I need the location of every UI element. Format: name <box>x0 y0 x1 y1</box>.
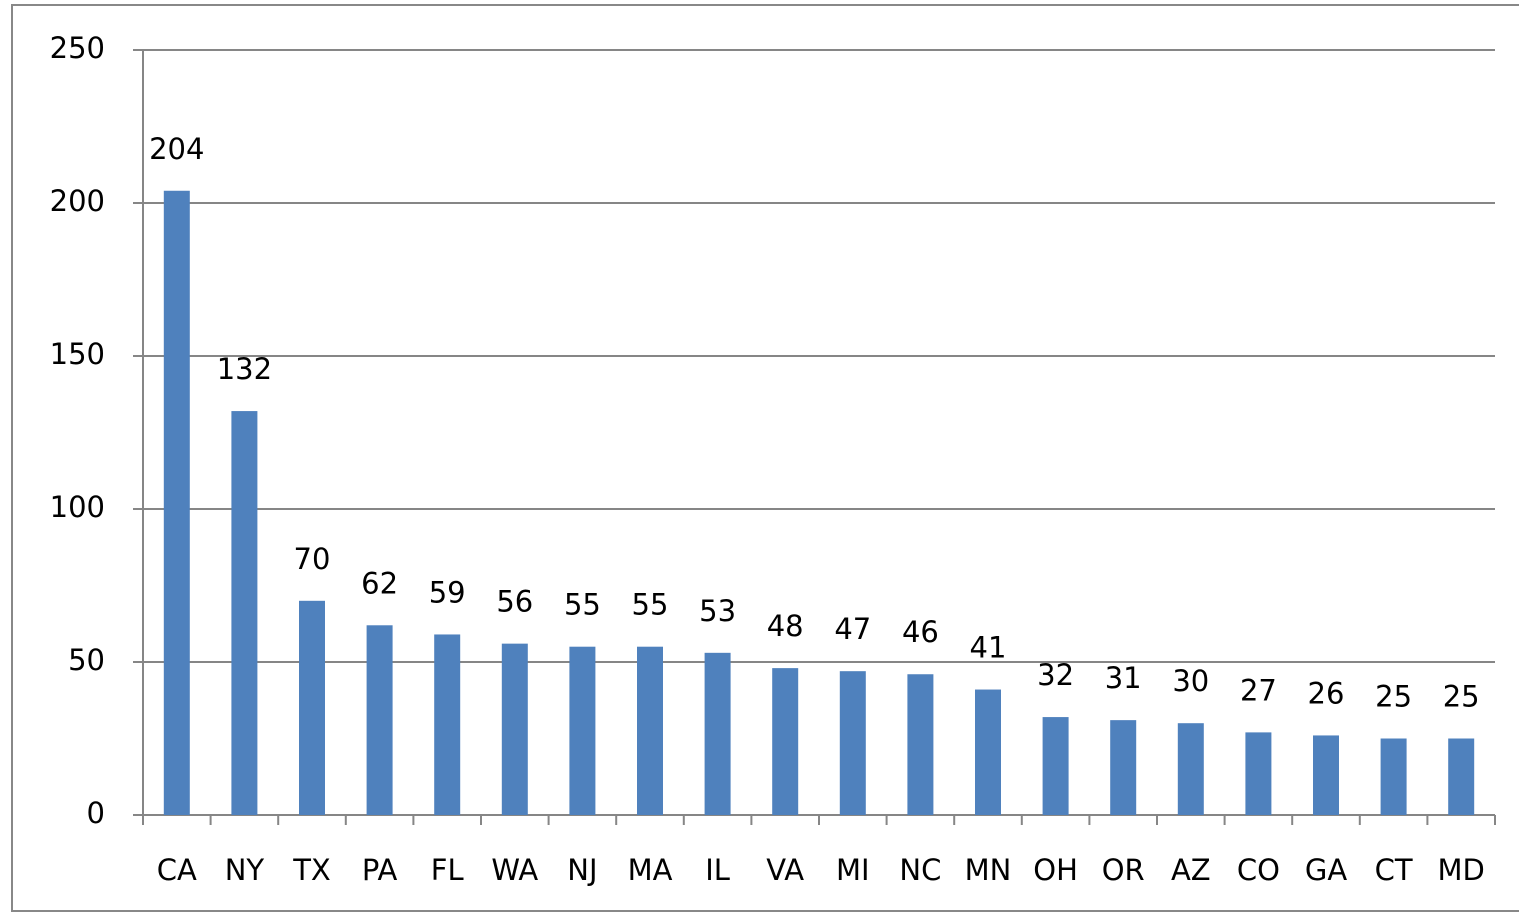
data-label: 41 <box>970 631 1007 665</box>
data-label: 47 <box>834 612 871 646</box>
data-label: 53 <box>699 594 736 628</box>
data-label: 31 <box>1105 661 1142 695</box>
y-tick-label: 250 <box>50 31 105 65</box>
data-label: 30 <box>1172 664 1209 698</box>
y-tick-label: 150 <box>50 337 105 371</box>
x-tick-label: FL <box>431 853 464 887</box>
bar <box>1448 738 1475 815</box>
bar <box>637 646 663 815</box>
data-label: 48 <box>767 609 804 643</box>
bar <box>299 600 325 815</box>
x-tick-label: CT <box>1375 853 1413 887</box>
x-tick-label: MA <box>628 853 673 887</box>
x-tick-label: OR <box>1102 853 1145 887</box>
x-tick-label: WA <box>491 853 538 887</box>
data-label: 62 <box>361 566 398 600</box>
y-tick-label: 200 <box>50 184 105 218</box>
x-tick-label: PA <box>362 853 398 887</box>
x-tick-label: IL <box>705 853 730 887</box>
x-tick-label: CO <box>1237 853 1280 887</box>
x-tick-label: MD <box>1438 853 1485 887</box>
x-tick-label: MI <box>836 853 870 887</box>
data-label: 26 <box>1308 676 1345 710</box>
bar <box>704 652 731 815</box>
data-label: 55 <box>564 588 601 622</box>
data-label: 46 <box>902 615 939 649</box>
bar <box>434 634 461 815</box>
data-label: 25 <box>1443 680 1480 714</box>
data-label: 27 <box>1240 673 1277 707</box>
y-tick-label: 0 <box>87 796 105 830</box>
data-label: 204 <box>149 132 204 166</box>
bar <box>569 646 596 815</box>
bar <box>231 411 258 815</box>
y-tick-label: 50 <box>68 643 105 677</box>
data-label: 59 <box>429 575 466 609</box>
x-tick-label: NC <box>899 853 941 887</box>
data-label: 55 <box>632 588 669 622</box>
bar <box>1110 720 1137 815</box>
data-label: 56 <box>496 585 533 619</box>
bar <box>1313 735 1339 815</box>
data-label: 132 <box>217 352 272 386</box>
bar <box>1380 738 1407 815</box>
bar <box>1245 732 1272 815</box>
x-tick-label: NY <box>225 853 265 887</box>
data-label: 32 <box>1037 658 1074 692</box>
x-tick-label: TX <box>292 853 331 887</box>
x-tick-label: VA <box>766 853 804 887</box>
bar <box>1177 723 1204 815</box>
y-tick-label: 100 <box>50 490 105 524</box>
bar <box>366 625 393 815</box>
x-tick-label: NJ <box>567 853 597 887</box>
data-label: 70 <box>294 542 331 576</box>
bar <box>1042 717 1069 815</box>
bar <box>163 190 190 815</box>
data-label: 25 <box>1375 680 1412 714</box>
x-tick-label: OH <box>1033 853 1078 887</box>
bar <box>772 668 799 815</box>
x-tick-label: MN <box>965 853 1012 887</box>
bar <box>975 689 1001 815</box>
bar <box>501 643 528 815</box>
x-tick-label: AZ <box>1171 853 1211 887</box>
x-tick-label: GA <box>1305 853 1347 887</box>
bar <box>907 674 934 815</box>
bar <box>839 671 866 815</box>
x-tick-label: CA <box>157 853 197 887</box>
